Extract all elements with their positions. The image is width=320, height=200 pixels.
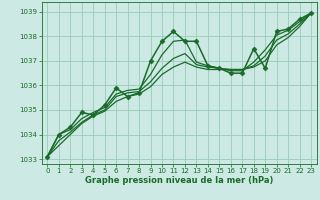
X-axis label: Graphe pression niveau de la mer (hPa): Graphe pression niveau de la mer (hPa) <box>85 176 273 185</box>
